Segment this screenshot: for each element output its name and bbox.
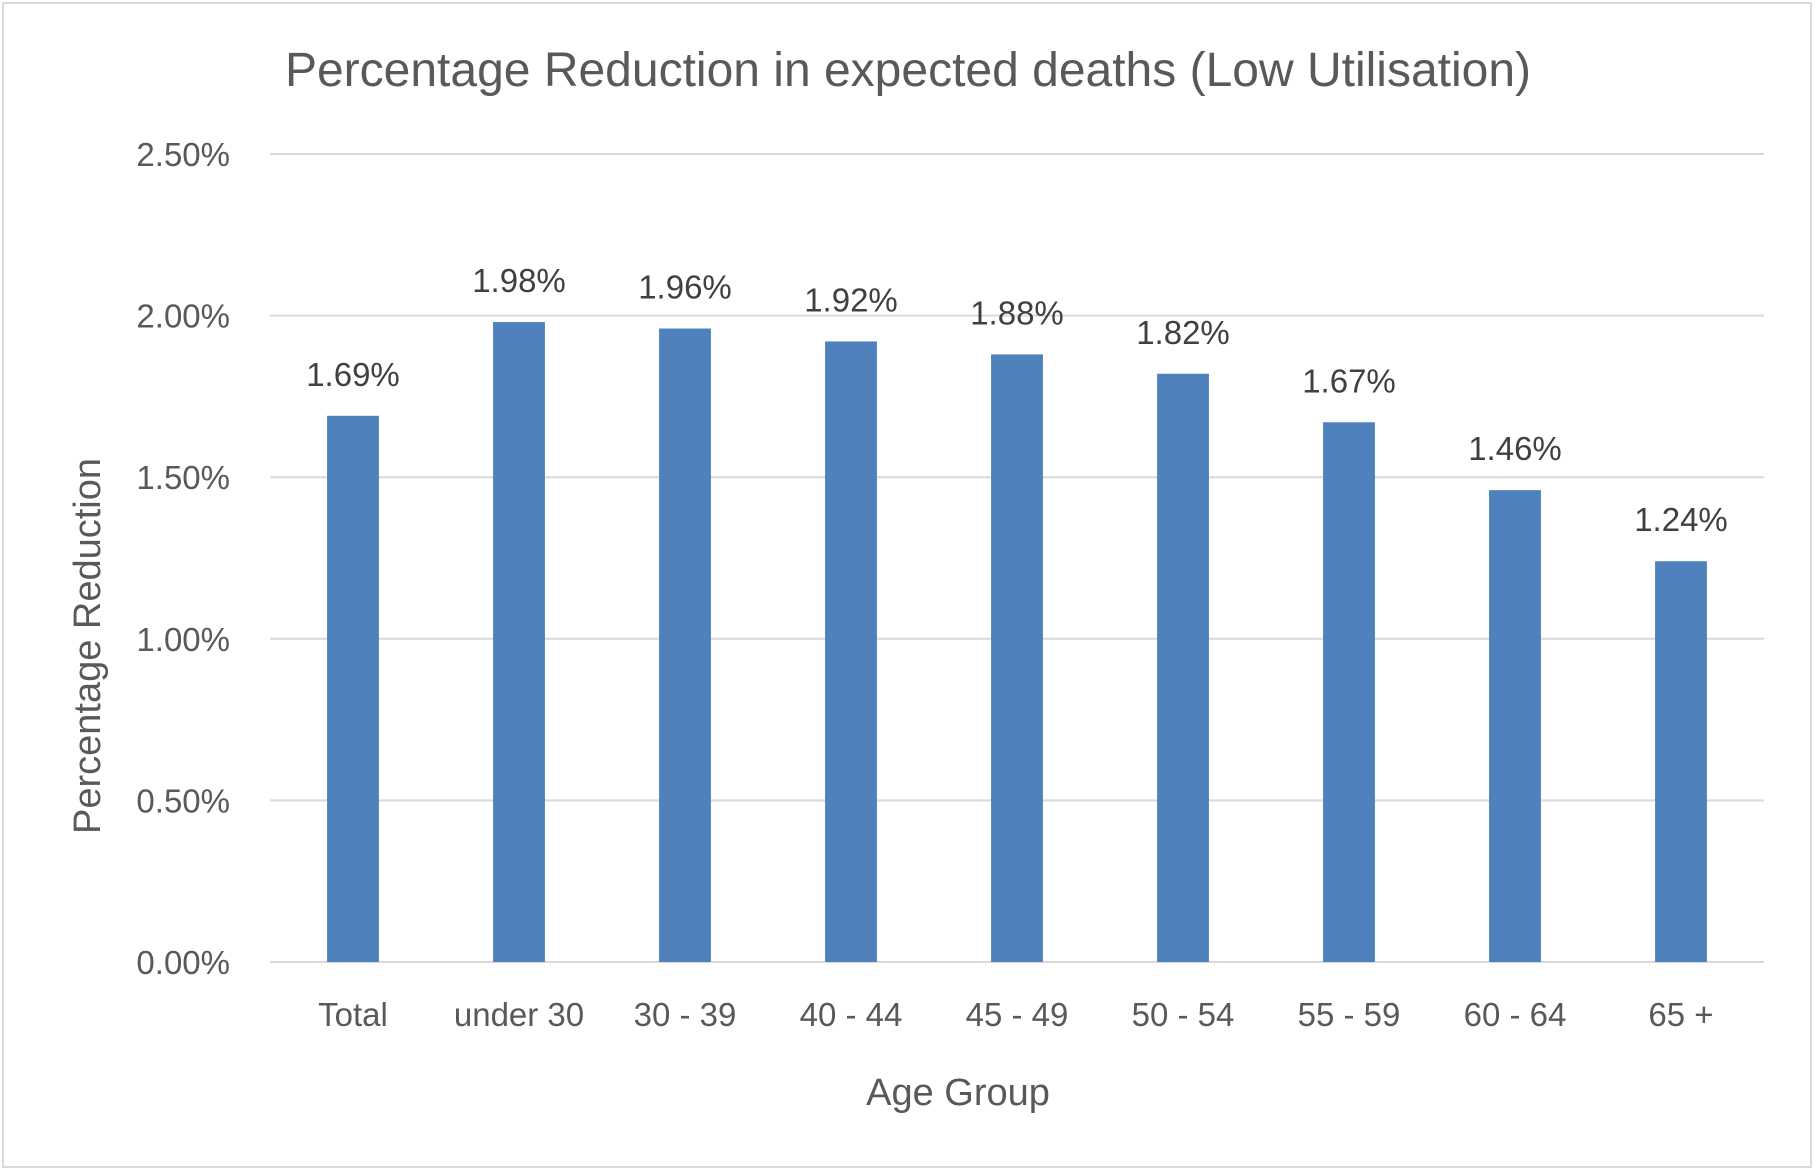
y-axis-title: Percentage Reduction bbox=[67, 458, 109, 834]
data-label: 1.24% bbox=[1634, 501, 1728, 538]
bar bbox=[493, 322, 545, 963]
x-axis-title: Age Group bbox=[866, 1072, 1050, 1114]
x-tick-label: 45 - 49 bbox=[966, 996, 1069, 1033]
bar bbox=[1655, 561, 1707, 962]
x-axis-tick-labels: Total under 30 30 - 39 40 - 44 45 - 49 50 - 5… bbox=[318, 996, 1713, 1033]
chart-title: Percentage Reduction in expected deaths … bbox=[285, 44, 1531, 97]
data-label: 1.46% bbox=[1468, 430, 1562, 467]
x-tick-label: 65 + bbox=[1648, 996, 1713, 1033]
data-label: 1.88% bbox=[970, 294, 1064, 331]
x-tick-label: 60 - 64 bbox=[1464, 996, 1567, 1033]
x-tick-label: under 30 bbox=[454, 996, 584, 1033]
data-label: 1.69% bbox=[306, 356, 400, 393]
x-tick-label: 30 - 39 bbox=[634, 996, 737, 1033]
data-label: 1.67% bbox=[1302, 362, 1396, 399]
y-tick-label: 0.50% bbox=[136, 782, 230, 819]
data-label: 1.96% bbox=[638, 269, 732, 306]
bar bbox=[1489, 490, 1541, 962]
bar bbox=[1323, 422, 1375, 963]
bars bbox=[327, 322, 1707, 963]
y-tick-label: 1.50% bbox=[136, 459, 230, 496]
data-label: 1.92% bbox=[804, 281, 898, 318]
y-tick-label: 1.00% bbox=[136, 621, 230, 658]
data-labels: 1.69% 1.98% 1.96% 1.92% 1.88% 1.82% 1.67% 1.46%… bbox=[306, 262, 1728, 538]
y-tick-label: 2.50% bbox=[136, 136, 230, 173]
x-tick-label: Total bbox=[318, 996, 388, 1033]
bar bbox=[327, 415, 379, 962]
data-label: 1.98% bbox=[472, 262, 566, 299]
x-tick-label: 40 - 44 bbox=[800, 996, 903, 1033]
x-tick-label: 50 - 54 bbox=[1132, 996, 1235, 1033]
data-label: 1.82% bbox=[1136, 314, 1230, 351]
bar bbox=[825, 341, 877, 962]
bar bbox=[659, 328, 711, 962]
y-tick-label: 0.00% bbox=[136, 944, 230, 981]
bar bbox=[1157, 373, 1209, 962]
y-tick-label: 2.00% bbox=[136, 298, 230, 335]
y-axis-tick-labels: 0.00% 0.50% 1.00% 1.50% 2.00% 2.50% bbox=[136, 136, 230, 981]
x-tick-label: 55 - 59 bbox=[1298, 996, 1401, 1033]
bar bbox=[991, 354, 1043, 962]
